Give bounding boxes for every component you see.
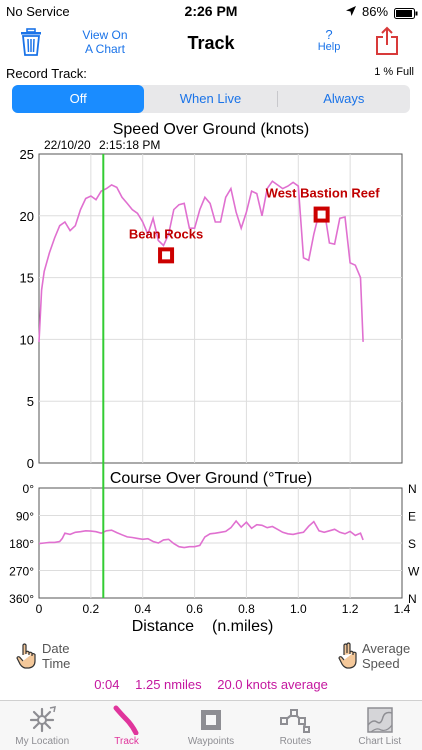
location-arrow-icon	[345, 4, 357, 22]
tab-waypoints-label: Waypoints	[187, 736, 235, 747]
two-finger-hand-icon	[338, 642, 357, 669]
hazard-marker-label: Bean Rocks	[129, 226, 203, 241]
course-y-axis: 0° N 90° E 180° S 270° W 360° N	[9, 482, 420, 606]
track-summary: 0:04 1.25 nmiles 20.0 knots average	[0, 677, 422, 692]
course-series-line	[38, 519, 364, 549]
date-hint-label: Date	[42, 641, 70, 656]
speed-hint-label: Speed	[362, 656, 400, 671]
view-chart-line2: A Chart	[84, 42, 126, 56]
speed-y-tick-label: 10	[20, 332, 34, 347]
chart-list-icon	[367, 707, 393, 733]
nav-bar: View On A Chart Track ? Help	[0, 22, 422, 66]
hazard-marker-center	[317, 210, 326, 219]
speed-y-tick-label: 20	[20, 209, 34, 224]
tab-track-label: Track	[114, 736, 139, 747]
speed-plot-frame	[38, 153, 403, 464]
share-icon	[376, 26, 398, 55]
track-icon	[113, 705, 139, 735]
distance-tick-label: 0.8	[238, 602, 255, 616]
storage-full-label: 1 % Full	[374, 66, 414, 78]
carrier-label: No Service	[6, 4, 70, 19]
course-y-tick-label: 0°	[23, 482, 35, 496]
clock: 2:26 PM	[184, 3, 238, 19]
tab-track[interactable]: Track	[84, 701, 168, 750]
distance-tick-label: 1.4	[394, 602, 411, 616]
course-compass-tick-label: N	[408, 592, 417, 606]
tap-hand-icon	[16, 643, 36, 669]
tab-routes[interactable]: Routes	[253, 701, 337, 750]
tab-routes-label: Routes	[279, 736, 312, 747]
date-time-gesture-hint[interactable]: Date Time	[14, 641, 70, 674]
tab-my-location-label: My Location	[15, 736, 70, 747]
course-y-tick-label: 180°	[9, 537, 34, 551]
tab-my-location[interactable]: My Location	[0, 701, 84, 750]
speed-series-line	[38, 180, 364, 342]
battery-percent: 86%	[362, 4, 389, 19]
speed-y-tick-label: 15	[20, 271, 34, 286]
speed-y-tick-label: 5	[27, 394, 34, 409]
track-distance: 1.25 nmiles	[135, 677, 202, 692]
speed-y-tick-label: 0	[27, 456, 34, 471]
speed-annotations: Bean Rocks West Bastion Reef	[129, 186, 380, 264]
average-hint-label: Average	[362, 641, 411, 656]
share-button[interactable]	[375, 26, 399, 61]
record-track-row: Record Track: 1 % Full	[0, 66, 422, 84]
battery-icon	[394, 6, 418, 24]
tab-chart-list-label: Chart List	[358, 736, 402, 747]
course-compass-tick-label: E	[408, 510, 416, 524]
distance-tick-label: 0	[36, 602, 43, 616]
speed-grid	[39, 154, 402, 463]
distance-tick-label: 0.4	[134, 602, 151, 616]
cursor-date-label: 22/10/20	[44, 138, 91, 152]
x-axis-unit: (n.miles)	[212, 618, 273, 635]
time-hint-label: Time	[42, 656, 71, 671]
tab-bar: My Location Track Waypoints Routes Chart…	[0, 700, 422, 750]
record-mode-segmented-control: Off When Live Always	[12, 85, 410, 113]
help-icon: ?	[325, 27, 333, 42]
cursor-time-label: 2:15:18 PM	[99, 138, 160, 152]
course-y-tick-label: 360°	[9, 592, 34, 606]
track-duration: 0:04	[94, 677, 120, 692]
record-always-option[interactable]: Always	[323, 91, 365, 106]
course-grid	[39, 488, 402, 598]
speed-y-tick-label: 25	[20, 147, 34, 162]
hazard-marker-center	[162, 251, 171, 260]
distance-tick-label: 1.0	[290, 602, 307, 616]
average-speed-gesture-hint[interactable]: Average Speed	[338, 641, 410, 674]
tab-chart-list[interactable]: Chart List	[338, 701, 422, 750]
speed-y-axis: 0 5 10 15 20 25	[20, 147, 34, 471]
record-when-live-option[interactable]: When Live	[179, 91, 242, 106]
course-compass-tick-label: W	[408, 565, 420, 579]
page-title: Track	[187, 33, 235, 53]
distance-tick-label: 1.2	[342, 602, 359, 616]
course-compass-tick-label: N	[408, 482, 417, 496]
speed-chart-title: Speed Over Ground (knots)	[113, 121, 310, 138]
tab-waypoints[interactable]: Waypoints	[169, 701, 253, 750]
help-label: Help	[317, 41, 341, 53]
course-compass-tick-label: S	[408, 537, 416, 551]
course-chart-title: Course Over Ground (°True)	[110, 470, 312, 487]
distance-tick-label: 0.6	[186, 602, 203, 616]
distance-tick-label: 0.2	[83, 602, 100, 616]
track-average-speed: 20.0 knots average	[217, 677, 328, 692]
segment-divider	[276, 91, 278, 107]
distance-x-axis: 0 0.2 0.4 0.6 0.8 1.0 1.2 1.4	[36, 602, 411, 616]
record-track-label: Record Track:	[6, 66, 87, 81]
view-on-chart-button[interactable]: View On A Chart	[70, 28, 140, 56]
x-axis-label: Distance	[132, 618, 194, 635]
routes-icon	[280, 709, 311, 733]
trash-button[interactable]	[20, 28, 42, 61]
compass-icon	[30, 706, 57, 733]
waypoint-icon	[201, 710, 222, 730]
status-bar: No Service 2:26 PM 86%	[0, 0, 422, 22]
course-y-tick-label: 90°	[16, 510, 34, 524]
course-y-tick-label: 270°	[9, 565, 34, 579]
record-off-option[interactable]: Off	[12, 85, 145, 113]
view-chart-line1: View On	[82, 28, 128, 42]
hazard-marker-label: West Bastion Reef	[266, 186, 381, 201]
help-button[interactable]: ? Help	[312, 28, 346, 54]
track-charts[interactable]: Speed Over Ground (knots) 22/10/20 2:15:…	[0, 118, 422, 640]
trash-icon	[21, 28, 41, 56]
